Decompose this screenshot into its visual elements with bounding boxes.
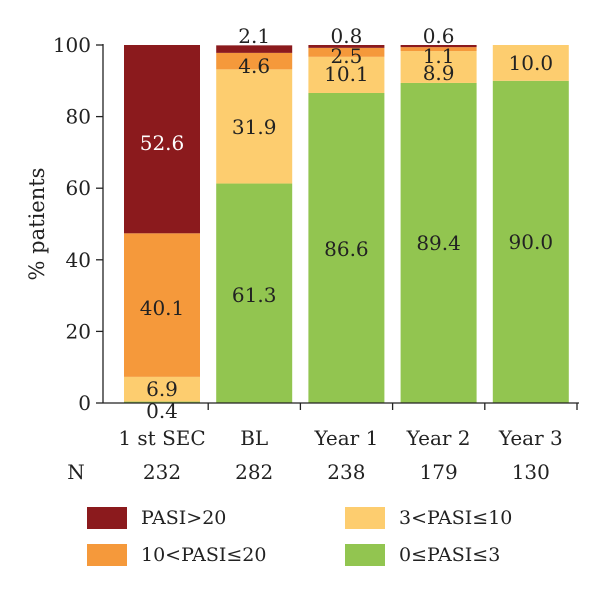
bar-segment-pasi-0-3-4 — [492, 80, 569, 404]
bar-segment-pasi-0-3-2 — [308, 92, 385, 404]
y-tick-label-60: 60 — [66, 176, 91, 200]
x-tick-label-1: BL — [240, 426, 268, 450]
y-tick-label-40: 40 — [66, 248, 91, 272]
data-label-pasi-10-20-0: 40.1 — [140, 296, 185, 320]
data-label-pasi-0-3-1: 61.3 — [232, 283, 277, 307]
n-value-1: 282 — [235, 460, 273, 484]
x-tick-label-3: Year 2 — [406, 426, 471, 450]
n-label: N — [67, 460, 85, 484]
bar-segment-pasi-10-20-1 — [216, 52, 293, 70]
data-label-pasi-0-3-0: 0.4 — [146, 399, 178, 423]
data-label-pasi-over-20-2: 0.8 — [330, 24, 362, 48]
data-label-pasi-over-20-0: 52.6 — [140, 131, 185, 155]
y-tick-label-100: 100 — [53, 33, 91, 57]
bar-segment-pasi-0-3-1 — [216, 183, 293, 403]
data-label-pasi-3-10-1: 31.9 — [232, 115, 277, 139]
bar-segment-pasi-3-10-4 — [492, 45, 569, 81]
data-label-pasi-over-20-1: 2.1 — [238, 24, 270, 48]
n-value-2: 238 — [327, 460, 365, 484]
data-label-pasi-0-3-2: 86.6 — [324, 237, 369, 261]
bar-segment-pasi-3-10-1 — [216, 69, 293, 184]
bar-segment-pasi-0-3-0 — [124, 401, 200, 403]
data-label-pasi-10-20-1: 4.6 — [238, 54, 270, 78]
y-tick-label-80: 80 — [66, 105, 91, 129]
x-tick-label-0: 1 st SEC — [118, 426, 205, 450]
x-tick-label-2: Year 1 — [313, 426, 378, 450]
data-label-pasi-10-20-2: 2.5 — [330, 44, 362, 68]
data-label-pasi-0-3-4: 90.0 — [509, 230, 554, 254]
bar-segment-pasi-0-3-3 — [400, 82, 477, 403]
n-value-4: 130 — [512, 460, 550, 484]
n-value-0: 232 — [143, 460, 181, 484]
data-label-pasi-3-10-2: 10.1 — [324, 62, 369, 86]
n-value-3: 179 — [420, 460, 458, 484]
y-tick-label-0: 0 — [78, 391, 91, 415]
y-tick-label-20: 20 — [66, 319, 91, 343]
bar-segment-pasi-3-10-2 — [308, 56, 385, 93]
bar-segment-pasi-over-20-0 — [124, 45, 200, 234]
bar-segment-pasi-10-20-2 — [308, 47, 385, 57]
bar-segment-pasi-10-20-3 — [400, 47, 477, 52]
data-label-pasi-3-10-3: 8.9 — [423, 61, 455, 85]
y-axis-title: % patients — [25, 168, 49, 281]
data-label-pasi-3-10-4: 10.0 — [509, 51, 554, 75]
bar-segment-pasi-over-20-1 — [216, 45, 293, 53]
bar-segment-pasi-3-10-3 — [400, 51, 477, 83]
bar-segment-pasi-over-20-2 — [308, 45, 385, 48]
bar-segment-pasi-over-20-3 — [400, 45, 477, 48]
data-label-pasi-0-3-3: 89.4 — [416, 231, 461, 255]
bar-segment-pasi-3-10-0 — [124, 376, 200, 402]
x-tick-label-4: Year 3 — [498, 426, 563, 450]
data-label-pasi-over-20-3: 0.6 — [423, 24, 455, 48]
data-label-pasi-10-20-3: 1.1 — [423, 44, 455, 68]
bar-segment-pasi-10-20-0 — [124, 233, 200, 377]
data-label-pasi-3-10-0: 6.9 — [146, 377, 178, 401]
